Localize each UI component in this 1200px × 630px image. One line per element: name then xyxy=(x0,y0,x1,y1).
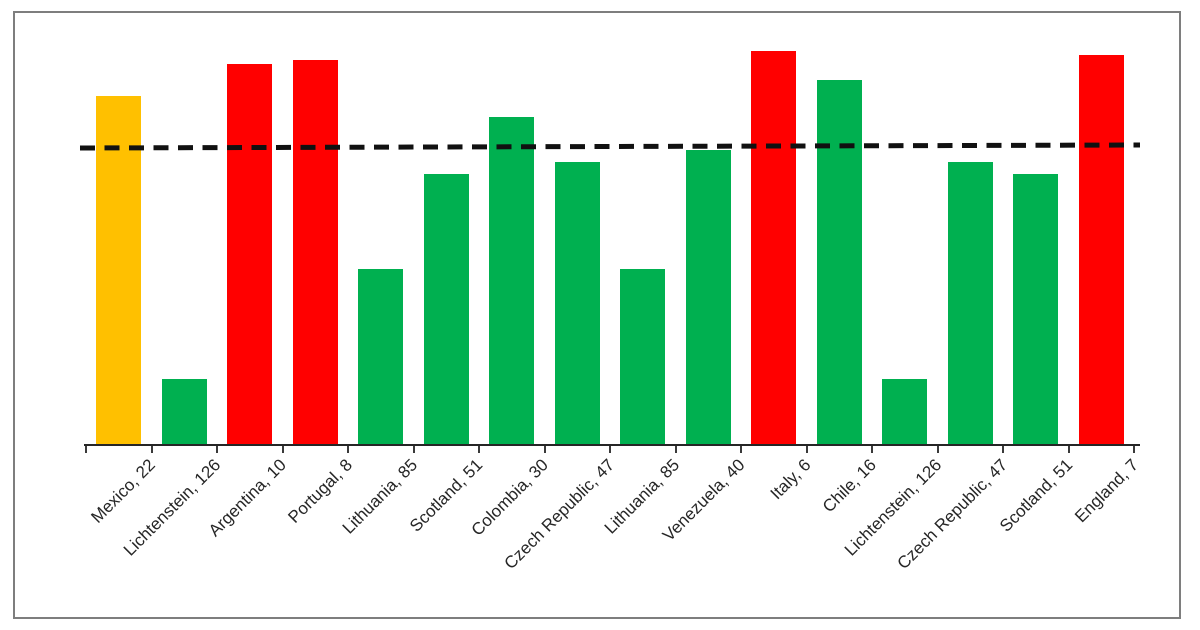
bar-czech-republic xyxy=(554,162,600,445)
bar-czech-republic xyxy=(947,162,993,445)
x-axis-tick xyxy=(1067,446,1070,453)
x-axis-tick xyxy=(871,446,873,453)
threshold-dashed-line xyxy=(79,142,1141,151)
bar-italy xyxy=(751,51,797,445)
bar-lithuania xyxy=(358,269,404,445)
x-axis-tick xyxy=(85,446,87,453)
x-axis-tick xyxy=(740,446,742,453)
bar-colombia xyxy=(489,117,535,445)
bar-lichtenstein xyxy=(882,379,928,445)
bar-england xyxy=(1078,55,1124,445)
bar-argentina xyxy=(227,64,273,445)
x-axis-tick xyxy=(281,446,284,453)
x-axis-tick xyxy=(674,446,677,453)
x-axis-tick xyxy=(150,446,153,453)
x-axis-line xyxy=(84,444,1140,446)
bars-group xyxy=(86,35,1134,445)
bar-scotland xyxy=(423,174,469,445)
x-axis-tick xyxy=(412,446,415,453)
bar-lichtenstein xyxy=(161,379,207,445)
bar-venezuela xyxy=(685,150,731,445)
x-axis-tick xyxy=(543,446,546,453)
x-axis-tick xyxy=(478,446,480,453)
x-axis-tick xyxy=(1133,446,1135,453)
x-axis-tick xyxy=(936,446,939,453)
bar-portugal xyxy=(292,60,338,445)
x-axis-tick xyxy=(216,446,218,453)
x-axis-tick xyxy=(609,446,611,453)
x-axis-tick xyxy=(805,446,808,453)
bar-scotland xyxy=(1013,174,1059,445)
x-axis-tick xyxy=(347,446,349,453)
x-axis-tick xyxy=(1002,446,1004,453)
bar-lithuania xyxy=(620,269,666,445)
bar-chile xyxy=(816,80,862,445)
bar-mexico xyxy=(96,96,142,445)
